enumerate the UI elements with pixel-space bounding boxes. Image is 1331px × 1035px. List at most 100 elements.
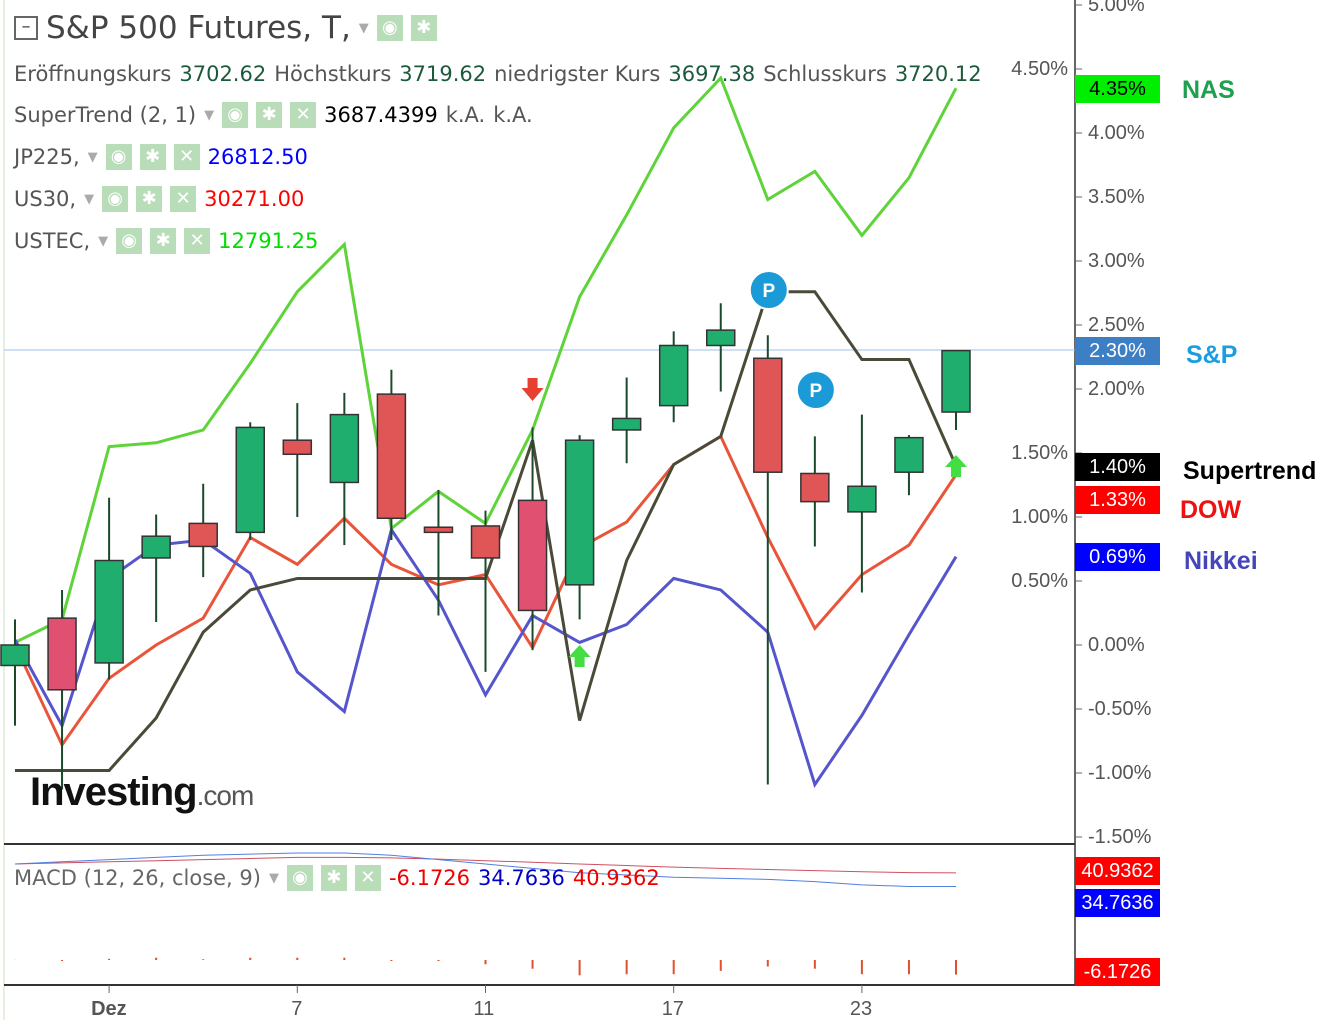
chevron-down-icon[interactable]: ▼ [358, 20, 369, 36]
indicator-name: JP225, [14, 145, 80, 169]
x-tick-label: Dez [91, 998, 127, 1020]
candle [94, 559, 124, 664]
candle [941, 349, 971, 413]
eye-icon[interactable]: ◉ [222, 102, 249, 128]
candle [706, 329, 736, 347]
eye-icon[interactable]: ◉ [286, 865, 313, 891]
nikkei-last-badge: 0.69% [1075, 543, 1160, 571]
y-tick-label: 2.00% [1088, 378, 1145, 400]
nas-last-badge: 4.35% [1075, 75, 1160, 103]
chevron-down-icon[interactable]: ▼ [87, 149, 98, 165]
buy-arrow-icon [945, 455, 967, 477]
high-label: Höchstkurs [274, 62, 392, 86]
candle [188, 522, 218, 548]
macd-signal-badge: 40.9362 [1075, 857, 1160, 885]
gear-icon[interactable]: ✱ [150, 228, 177, 254]
chevron-down-icon[interactable]: ▼ [98, 233, 109, 249]
y-tick-label: 4.00% [1088, 122, 1145, 144]
macd-badge: 34.7636 [1075, 889, 1160, 917]
candle [282, 439, 313, 456]
candle [376, 393, 407, 520]
indicator-name: SuperTrend (2, 1) [14, 103, 197, 127]
chevron-down-icon[interactable]: ▼ [268, 870, 279, 886]
close-icon[interactable]: ✕ [290, 102, 317, 128]
buy-arrow-icon [568, 645, 591, 667]
dow-label: DOW [1180, 496, 1242, 524]
indicator-legend-row: SuperTrend (2, 1) ▼ ◉ ✱ ✕ 3687.4399 k.A. k.A. [14, 102, 533, 128]
indicator-name: USTEC, [14, 229, 91, 253]
macd-line [14, 852, 957, 888]
y-tick-label: 4.50% [1011, 58, 1068, 80]
eye-icon[interactable]: ◉ [102, 186, 129, 212]
series-line-nikkei [13, 526, 958, 788]
macd-signal-line [14, 856, 957, 874]
macd-hist-value: -6.1726 [388, 866, 471, 890]
candle [141, 535, 171, 559]
eye-icon[interactable]: ◉ [105, 144, 132, 170]
macd-hist-badge: -6.1726 [1075, 958, 1160, 986]
indicator-value: k.A. [445, 103, 486, 127]
indicator-value: 26812.50 [207, 145, 308, 169]
close-icon[interactable]: ✕ [354, 865, 381, 891]
open-label: Eröffnungskurs [14, 62, 172, 86]
close-icon[interactable]: ✕ [173, 144, 200, 170]
y-tick-label: 0.00% [1088, 634, 1145, 656]
indicator-value: 3687.4399 [324, 103, 438, 127]
candle [470, 525, 501, 559]
gear-icon[interactable]: ✱ [256, 102, 283, 128]
gear-icon[interactable]: ✱ [139, 144, 166, 170]
candle [658, 344, 689, 407]
sell-arrow-icon [521, 378, 544, 401]
gear-icon[interactable]: ✱ [320, 865, 347, 891]
sp-last-badge: 2.30% [1075, 337, 1160, 365]
candle [564, 439, 595, 586]
close-icon[interactable]: ✕ [170, 186, 197, 212]
gear-icon[interactable]: ✱ [410, 15, 437, 41]
x-tick-label: 23 [849, 998, 873, 1020]
y-tick-label: 0.50% [1011, 570, 1068, 592]
close-icon[interactable]: ✕ [184, 228, 211, 254]
pivot-marker [795, 370, 836, 410]
candle [47, 617, 77, 691]
indicator-value: 30271.00 [204, 187, 305, 211]
candle [611, 417, 642, 431]
nas-label: NAS [1182, 76, 1235, 104]
y-tick-label: -0.50% [1088, 698, 1152, 720]
eye-icon[interactable]: ◉ [116, 228, 143, 254]
indicator-legend-row: USTEC, ▼ ◉ ✱ ✕ 12791.25 [14, 228, 318, 254]
chevron-down-icon[interactable]: ▼ [204, 107, 215, 123]
pivot-label: P [762, 281, 775, 302]
supertrend-last-badge: 1.40% [1075, 453, 1160, 481]
candle [0, 644, 30, 667]
low-value: 3697.38 [668, 62, 756, 86]
dow-last-badge: 1.33% [1075, 486, 1160, 514]
chart-title: S&P 500 Futures, T, [46, 10, 351, 46]
candle [753, 357, 783, 473]
investing-logo: Investing.com [30, 770, 254, 814]
indicator-legend-row: JP225, ▼ ◉ ✱ ✕ 26812.50 [14, 144, 308, 170]
candle [800, 472, 830, 503]
indicator-value: k.A. [493, 103, 533, 127]
sp-label: S&P [1186, 341, 1238, 369]
eye-icon[interactable]: ◉ [376, 15, 403, 41]
candle [423, 526, 454, 534]
indicator-value: 12791.25 [218, 229, 319, 253]
gear-icon[interactable]: ✱ [136, 186, 163, 212]
indicator-legend-row: US30, ▼ ◉ ✱ ✕ 30271.00 [14, 186, 304, 212]
chevron-down-icon[interactable]: ▼ [84, 191, 95, 207]
x-tick-label: 7 [291, 998, 303, 1020]
nikkei-label: Nikkei [1184, 547, 1258, 575]
supertrend-label: Supertrend [1183, 457, 1317, 485]
y-tick-label: -1.50% [1088, 826, 1152, 848]
macd-legend: MACD (12, 26, close, 9) ▼ ◉ ✱ ✕ -6.1726 34.… [14, 865, 660, 891]
y-tick-label: 3.00% [1088, 250, 1145, 272]
collapse-icon[interactable]: – [14, 16, 38, 40]
y-tick-label: -1.00% [1088, 762, 1152, 784]
chart-title-row: – S&P 500 Futures, T, ▼ ◉ ✱ [14, 10, 437, 46]
candle [894, 436, 924, 473]
y-tick-label: 3.50% [1088, 186, 1145, 208]
ohlc-row: Eröffnungskurs 3702.62 Höchstkurs 3719.62 … [14, 62, 982, 86]
low-label: niedrigster Kurs [494, 62, 661, 86]
x-tick-label: 17 [661, 998, 684, 1020]
